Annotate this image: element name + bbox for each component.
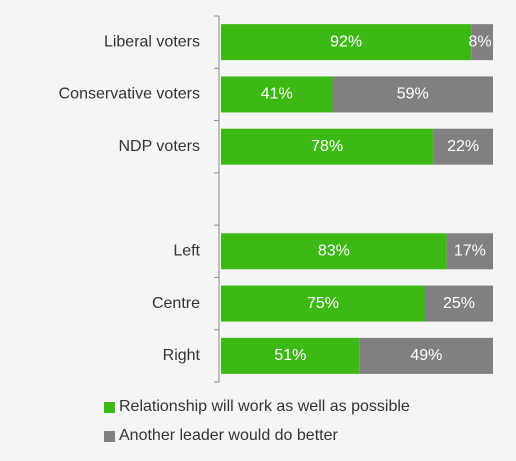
bar-series-1 [471, 24, 493, 61]
legend-item-series-1: Another leader would do better [104, 427, 504, 445]
category-label: Right [163, 347, 201, 364]
category-label: NDP voters [118, 138, 200, 155]
bar-series-0 [221, 337, 360, 374]
data-label: 75% [307, 295, 339, 312]
data-label: 8% [468, 33, 491, 50]
legend-label-0: Relationship will work as well as possib… [119, 398, 410, 415]
legend-swatch-0 [104, 401, 115, 413]
category-label: Left [173, 243, 200, 260]
data-label: 83% [318, 243, 350, 260]
category-label: Centre [152, 295, 200, 312]
legend-label-1: Another leader would do better [119, 427, 338, 444]
data-label: 59% [397, 86, 429, 103]
data-label: 41% [261, 86, 293, 103]
legend-swatch-1 [104, 430, 115, 442]
data-label: 25% [443, 295, 475, 312]
legend-item-series-0: Relationship will work as well as possib… [104, 398, 504, 416]
data-label: 92% [330, 33, 362, 50]
bar-series-1 [332, 76, 493, 113]
data-label: 78% [311, 138, 343, 155]
bar-series-0 [221, 128, 434, 165]
category-label: Liberal voters [104, 33, 200, 50]
data-label: 17% [454, 243, 486, 260]
bar-series-1 [433, 128, 493, 165]
bar-series-0 [221, 233, 447, 270]
bar-series-1 [425, 285, 493, 322]
bar-series-0 [221, 76, 333, 113]
category-label: Conservative voters [59, 86, 200, 103]
data-label: 51% [274, 347, 306, 364]
bar-series-0 [221, 285, 425, 322]
data-label: 22% [447, 138, 479, 155]
bar-series-1 [359, 337, 493, 374]
bar-series-1 [446, 233, 493, 270]
data-label: 49% [410, 347, 442, 364]
bar-series-0 [221, 24, 472, 61]
